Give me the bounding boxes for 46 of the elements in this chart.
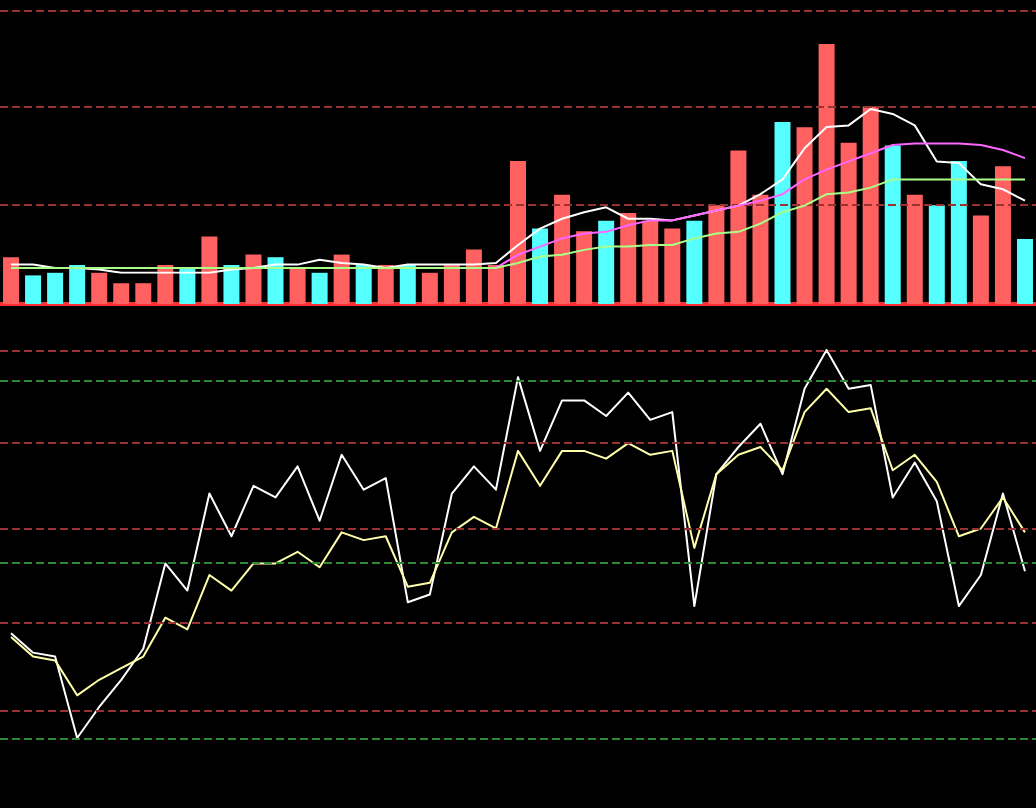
bar xyxy=(311,272,328,304)
bar xyxy=(69,265,86,304)
bar xyxy=(399,265,416,304)
bar xyxy=(245,254,262,304)
bar xyxy=(47,272,64,304)
bar xyxy=(796,127,813,304)
bar xyxy=(135,283,152,304)
bar xyxy=(443,265,460,304)
bar xyxy=(972,215,989,304)
bar xyxy=(487,265,504,304)
bar xyxy=(884,145,901,304)
bar xyxy=(862,106,879,304)
bar xyxy=(730,150,747,304)
bar xyxy=(818,44,835,304)
bar xyxy=(840,142,857,304)
bar xyxy=(708,205,725,304)
bar xyxy=(25,275,42,304)
bar xyxy=(664,228,681,304)
bar xyxy=(576,231,593,304)
bar xyxy=(113,283,130,304)
bar xyxy=(1016,239,1033,304)
bar xyxy=(598,220,615,304)
bar xyxy=(223,265,240,304)
bar xyxy=(157,265,174,304)
bar xyxy=(774,122,791,304)
bar xyxy=(179,267,196,304)
bar xyxy=(289,267,306,304)
bar xyxy=(267,257,284,304)
bar xyxy=(906,194,923,304)
bar xyxy=(465,249,482,304)
bar xyxy=(421,272,438,304)
bar xyxy=(620,213,637,304)
bar xyxy=(642,220,659,304)
bar xyxy=(201,236,218,304)
bar xyxy=(377,265,394,304)
bar xyxy=(510,161,526,304)
bar xyxy=(532,228,549,304)
bar xyxy=(554,194,571,304)
bar xyxy=(950,161,967,304)
bar xyxy=(994,166,1011,304)
bar xyxy=(3,257,20,304)
bar xyxy=(91,272,108,304)
bar xyxy=(686,220,703,304)
bar xyxy=(928,205,945,304)
bar xyxy=(355,265,372,304)
bar xyxy=(752,194,769,304)
